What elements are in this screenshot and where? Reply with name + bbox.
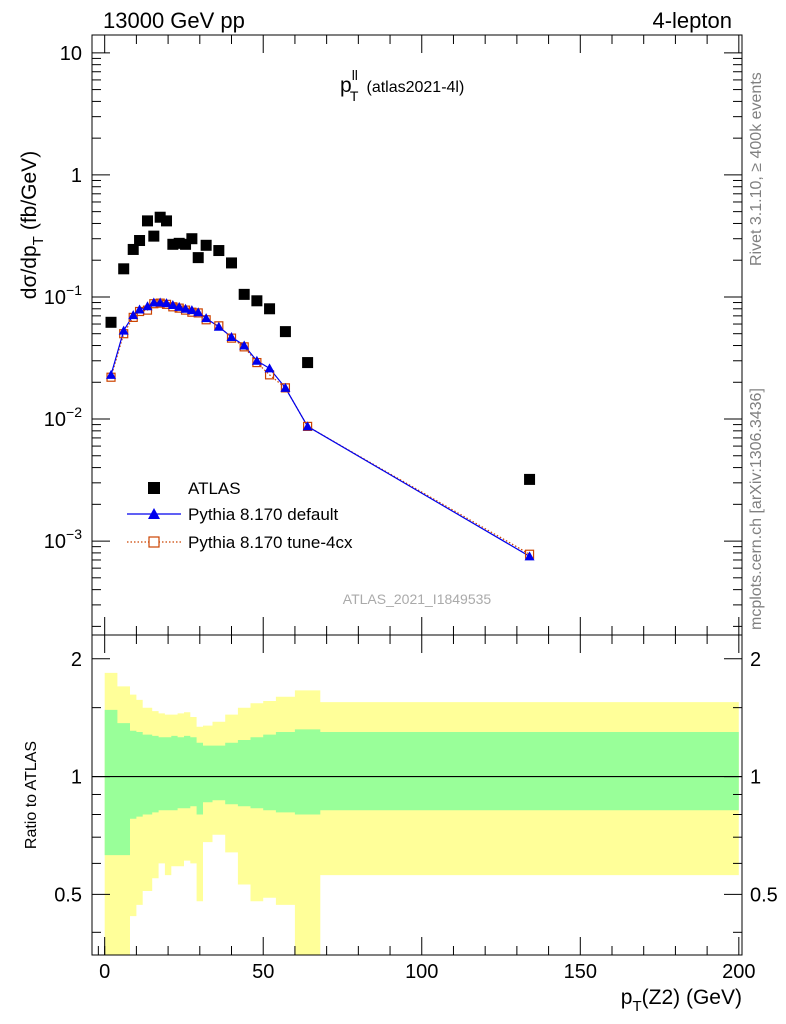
xlabel-rest: (Z2) (GeV) — [642, 986, 742, 1009]
ratio-tick-label-left: 0.5 — [54, 884, 82, 906]
ratio-panel-frame — [91, 634, 743, 956]
ratio-y-label: Ratio to ATLAS — [23, 741, 40, 849]
y-tick-base: 10 — [44, 531, 66, 553]
point-atlas — [279, 326, 291, 338]
point-atlas — [192, 252, 204, 264]
ylabel-sub: T — [30, 236, 47, 245]
ratio-tick-label-right: 1 — [750, 767, 761, 789]
legend-label: Pythia 8.170 default — [188, 505, 339, 524]
legend-marker-tune-4cx — [148, 536, 160, 548]
point-default — [201, 313, 212, 323]
point-atlas — [200, 239, 212, 251]
point-default — [180, 303, 191, 313]
ratio-tick-label-right: 2 — [750, 649, 761, 671]
title-note: (atlas2021-4l) — [366, 79, 464, 96]
point-atlas — [173, 237, 185, 249]
y-tick-label: 10−3 — [44, 526, 82, 553]
y-tick-label: 1 — [71, 165, 82, 187]
point-atlas — [141, 215, 153, 227]
legend-label: ATLAS — [188, 479, 241, 498]
y-tick-base: 10 — [44, 287, 66, 309]
point-default — [280, 382, 291, 392]
y-tick-label: 10 — [60, 43, 82, 65]
y-tick-exponent: −2 — [66, 404, 82, 420]
point-atlas — [186, 233, 198, 245]
y-tick-exponent: −3 — [66, 526, 82, 542]
x-tick-label: 50 — [252, 961, 274, 983]
point-atlas — [213, 245, 225, 257]
y-axis-label: dσ/dpT (fb/GeV) — [18, 151, 47, 299]
ylabel-main: dσ/dp — [18, 245, 41, 299]
point-default — [251, 355, 262, 365]
header-left: 13000 GeV pp — [103, 8, 245, 33]
analysis-watermark: ATLAS_2021_I1849535 — [343, 591, 492, 607]
x-tick-label: 200 — [722, 961, 755, 983]
title-sup: ll — [352, 67, 358, 83]
point-default — [239, 340, 250, 350]
x-axis-label: pT(Z2) (GeV) — [621, 986, 742, 1015]
ratio-bands — [92, 672, 742, 955]
y-tick-exponent: −1 — [66, 282, 82, 298]
legend-label: Pythia 8.170 tune-4cx — [188, 533, 353, 552]
point-default — [524, 551, 535, 561]
point-default — [193, 307, 204, 317]
y-tick-label: 10−1 — [44, 282, 82, 309]
point-default — [142, 301, 153, 311]
xlabel-main: p — [621, 986, 633, 1009]
point-default — [213, 321, 224, 331]
point-atlas — [118, 263, 130, 275]
ratio-tick-label-left: 2 — [71, 649, 82, 671]
title-main: p — [340, 74, 352, 97]
point-default — [264, 363, 275, 373]
point-atlas — [180, 238, 192, 250]
point-atlas — [127, 243, 139, 255]
point-default — [106, 369, 117, 379]
point-default — [134, 304, 145, 314]
point-atlas — [167, 238, 179, 250]
point-default — [155, 297, 166, 307]
point-atlas — [134, 235, 146, 247]
x-tick-label: 0 — [99, 961, 110, 983]
ratio-tick-label-left: 1 — [71, 767, 82, 789]
point-atlas — [251, 295, 263, 307]
point-default — [186, 305, 197, 315]
header-right: 4-lepton — [652, 8, 732, 33]
point-atlas — [161, 215, 173, 227]
x-tick-label: 100 — [405, 961, 438, 983]
point-default — [118, 325, 129, 335]
legend-marker-default — [148, 508, 160, 519]
y-tick-base: 10 — [44, 409, 66, 431]
point-atlas — [524, 473, 536, 485]
ratio-panel: 0.5 0.5 1 1 2 2 0 50 100 150 200 — [54, 634, 778, 983]
point-atlas — [238, 288, 250, 300]
point-default — [302, 421, 313, 431]
point-atlas — [302, 357, 314, 369]
main-title: pll T (atlas2021-4l) — [340, 67, 464, 104]
main-series — [105, 211, 536, 561]
point-atlas — [105, 316, 117, 328]
xlabel-sub: T — [632, 998, 641, 1015]
point-default — [128, 310, 139, 320]
ratio-tick-label-right: 0.5 — [750, 884, 778, 906]
y-tick-label: 10−2 — [44, 404, 82, 431]
point-default — [174, 301, 185, 311]
point-default — [161, 298, 172, 308]
point-atlas — [264, 303, 276, 315]
point-atlas — [226, 257, 238, 269]
x-tick-label: 150 — [564, 961, 597, 983]
title-sub: T — [350, 88, 359, 104]
point-default — [167, 299, 178, 309]
point-default — [148, 297, 159, 307]
point-atlas — [148, 230, 160, 242]
band-inner — [104, 709, 739, 856]
point-default — [226, 331, 237, 341]
legend: ATLAS Pythia 8.170 default Pythia 8.170 tu… — [127, 479, 353, 552]
ylabel-unit: (fb/GeV) — [18, 151, 41, 230]
legend-marker-atlas — [148, 482, 160, 494]
point-atlas — [154, 211, 166, 223]
